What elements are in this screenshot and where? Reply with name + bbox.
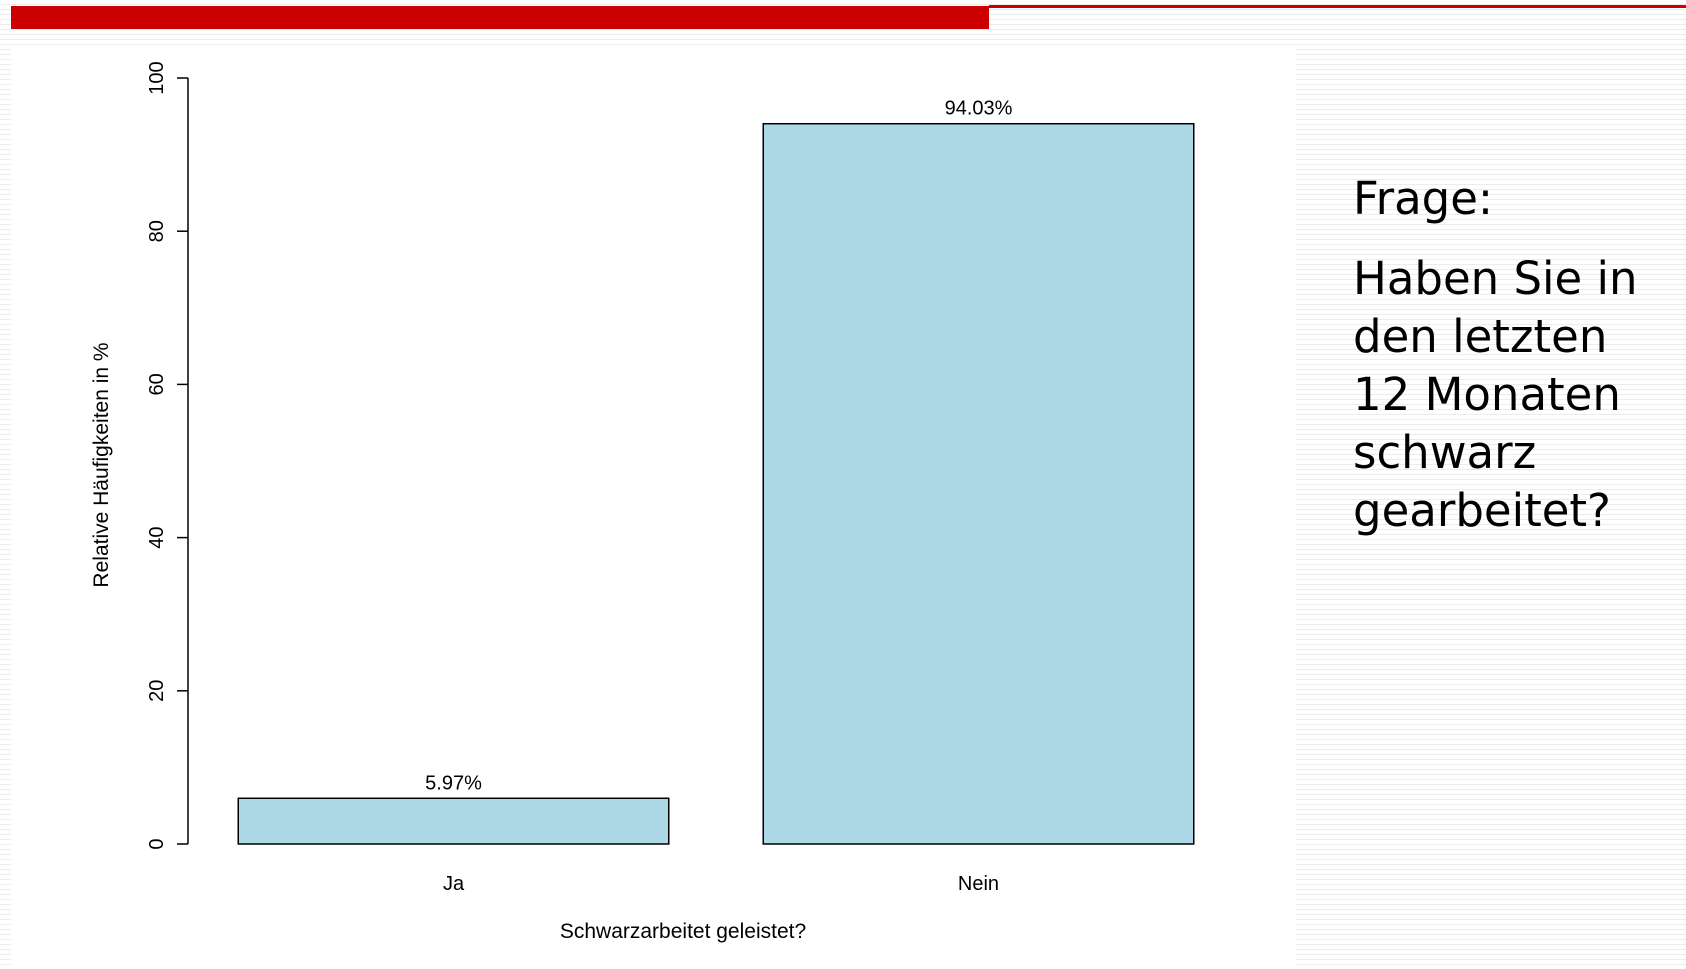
y-tick-label: 80 [146, 220, 168, 242]
x-category-label: Nein [958, 873, 999, 895]
y-tick-label: 100 [146, 61, 168, 94]
y-axis-title: Relative Häufigkeiten in % [90, 342, 113, 587]
bar-value-label: 94.03% [945, 98, 1013, 120]
y-tick-label: 60 [146, 373, 168, 395]
question-text: Haben Sie in den letzten 12 Monaten schw… [1353, 252, 1638, 537]
bar-value-label: 5.97% [425, 772, 482, 794]
bar-nein [762, 122, 1195, 845]
bars: 5.97% 94.03% [237, 98, 1195, 845]
header-accent-bar [11, 6, 989, 29]
bar-ja [237, 797, 670, 845]
y-tick-label: 0 [146, 838, 168, 849]
chart-panel: 0 20 40 60 80 100 5.97% 94.03% Ja Nein Relative… [11, 48, 1296, 969]
bar-chart: 0 20 40 60 80 100 5.97% 94.03% Ja Nein Relative… [90, 61, 1195, 943]
question-box: Frage: Haben Sie in den letzten 12 Monat… [1353, 170, 1673, 540]
x-axis-labels: Ja Nein [443, 873, 999, 895]
x-axis-title: Schwarzarbeitet geleistet? [560, 920, 806, 943]
y-tick-label: 40 [146, 526, 168, 548]
x-category-label: Ja [443, 873, 465, 895]
y-tick-label: 20 [146, 680, 168, 702]
header-accent-line [989, 5, 1686, 8]
question-label: Frage: [1353, 172, 1494, 225]
y-axis: 0 20 40 60 80 100 [146, 61, 189, 850]
